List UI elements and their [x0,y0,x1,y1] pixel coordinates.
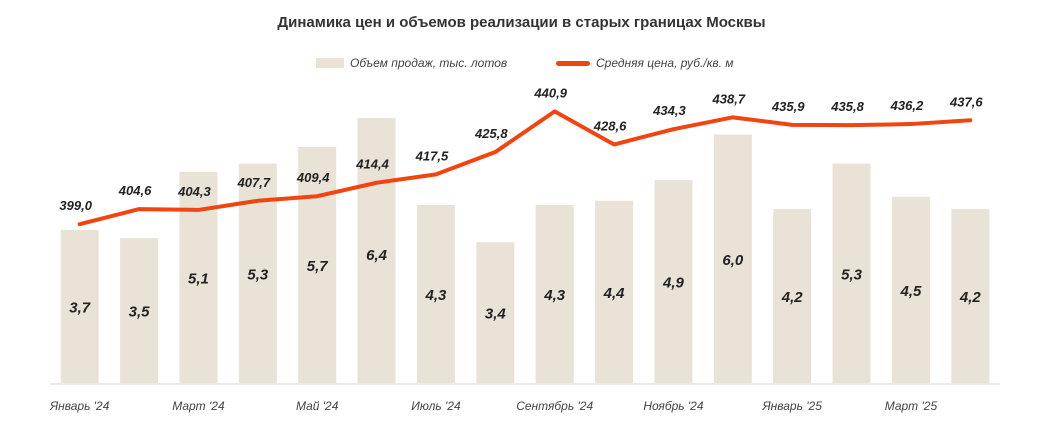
bar-volume-15 [951,209,990,383]
bar-label-0: 3,7 [69,299,91,316]
chart-title: Динамика цен и объемов реализации в стар… [277,14,766,31]
price-label-0: 399,0 [59,198,92,213]
bar-volume-13 [832,163,871,383]
price-label-13: 435,8 [830,99,864,114]
bar-label-6: 4,3 [425,287,448,304]
price-label-4: 409,4 [296,170,330,185]
bar-label-9: 4,4 [603,285,626,302]
bar-volume-7 [476,242,515,383]
price-label-2: 404,3 [177,184,211,199]
bar-volume-12 [773,209,812,383]
legend-item-price: Средняя цена, руб./кв. м [556,56,734,70]
bar-label-10: 4,9 [662,275,685,292]
legend-label-volume: Объем продаж, тыс. лотов [350,56,508,70]
bar-label-4: 5,7 [307,258,329,275]
legend-swatch-volume [316,58,344,68]
bar-volume-0 [60,229,99,383]
x-tick-label-4: Май '24 [296,399,339,413]
bar-volume-4 [298,146,337,383]
bar-volume-14 [891,196,930,383]
x-tick-label-2: Март '24 [172,399,225,413]
bar-label-11: 6,0 [722,252,744,269]
bar-volume-1 [120,238,159,383]
bar-volume-8 [535,204,574,383]
price-label-3: 407,7 [237,175,271,190]
price-label-6: 417,5 [415,148,449,163]
bar-volume-11 [713,134,752,383]
bar-label-12: 4,2 [781,289,804,306]
bar-label-7: 3,4 [485,306,507,323]
bar-label-5: 6,4 [366,247,388,264]
bar-volume-5 [357,118,396,383]
price-label-10: 434,3 [652,103,686,118]
bar-label-8: 4,3 [543,287,566,304]
price-label-1: 404,6 [118,183,152,198]
x-tick-label-12: Январь '25 [761,399,822,413]
price-label-7: 425,8 [474,126,508,141]
bar-label-2: 5,1 [188,270,209,287]
x-tick-label-14: Март '25 [885,399,938,413]
x-tick-label-0: Январь '24 [49,399,110,413]
legend-item-volume: Объем продаж, тыс. лотов [316,56,507,70]
legend: Объем продаж, тыс. лотов Средняя цена, р… [0,56,1043,76]
legend-label-price: Средняя цена, руб./кв. м [596,56,734,70]
bar-label-15: 4,2 [959,289,982,306]
x-tick-label-8: Сентябрь '24 [516,399,593,413]
legend-swatch-price [556,60,590,66]
price-label-9: 428,6 [593,119,627,134]
price-label-14: 436,2 [890,98,924,113]
price-label-5: 414,4 [355,157,389,172]
bar-volume-10 [654,180,693,383]
price-label-15: 437,6 [949,94,983,109]
price-label-8: 440,9 [533,85,567,100]
bar-label-1: 3,5 [129,304,151,321]
bar-label-13: 5,3 [841,266,863,283]
bar-label-3: 5,3 [247,266,269,283]
x-tick-label-10: Ноябрь '24 [643,399,704,413]
price-label-11: 438,7 [712,91,746,106]
price-line [77,109,973,227]
price-label-12: 435,9 [771,99,805,114]
bar-volume-9 [595,200,634,383]
bar-label-14: 4,5 [900,283,923,300]
bar-volume-6 [416,204,455,383]
x-tick-label-6: Июль '24 [411,399,461,413]
